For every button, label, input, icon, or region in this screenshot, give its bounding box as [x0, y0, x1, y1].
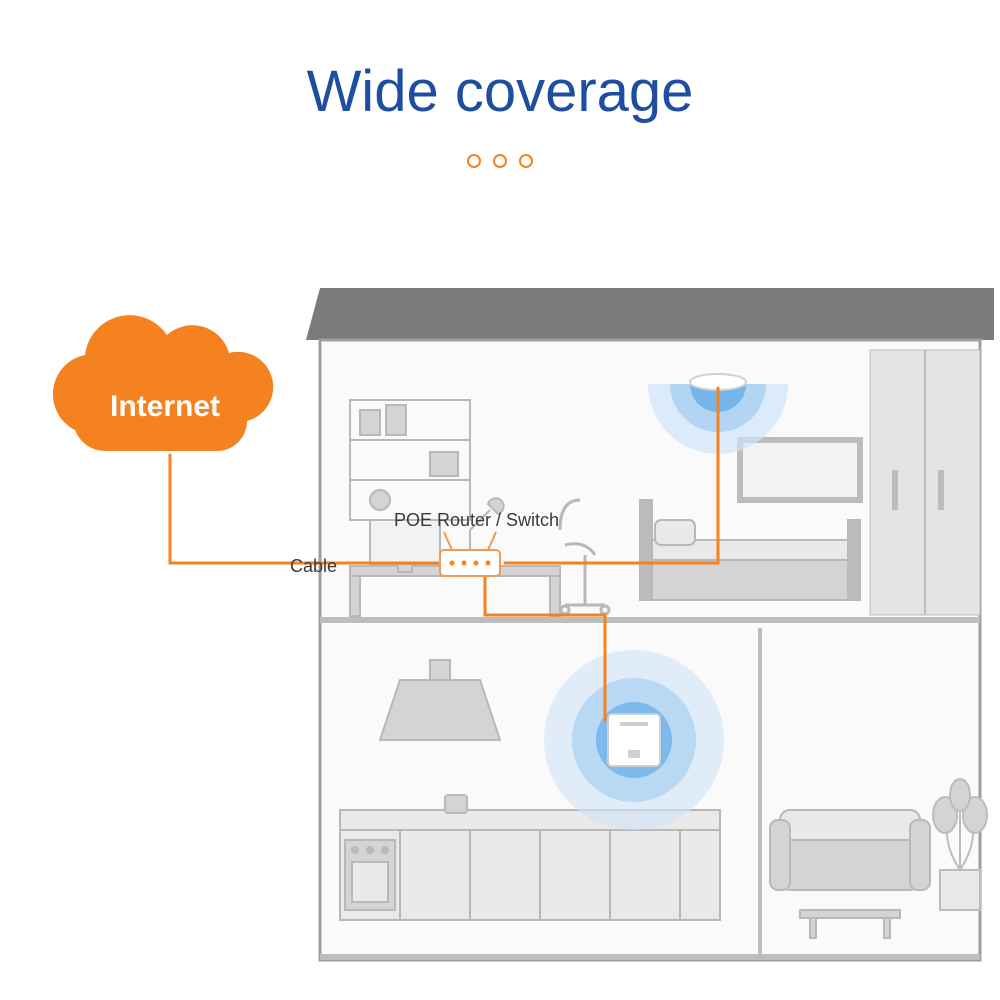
house-roof [306, 288, 994, 340]
infographic-root: Wide coverage [0, 0, 1000, 1000]
internet-cloud-icon [53, 315, 273, 451]
cloud-label: Internet [110, 390, 220, 424]
router-label: POE Router / Switch [394, 510, 559, 531]
cable-label: Cable [290, 556, 337, 577]
right-wardrobe [870, 350, 980, 615]
diagram-scene [0, 0, 1000, 1000]
wall-ap-device [608, 714, 660, 766]
